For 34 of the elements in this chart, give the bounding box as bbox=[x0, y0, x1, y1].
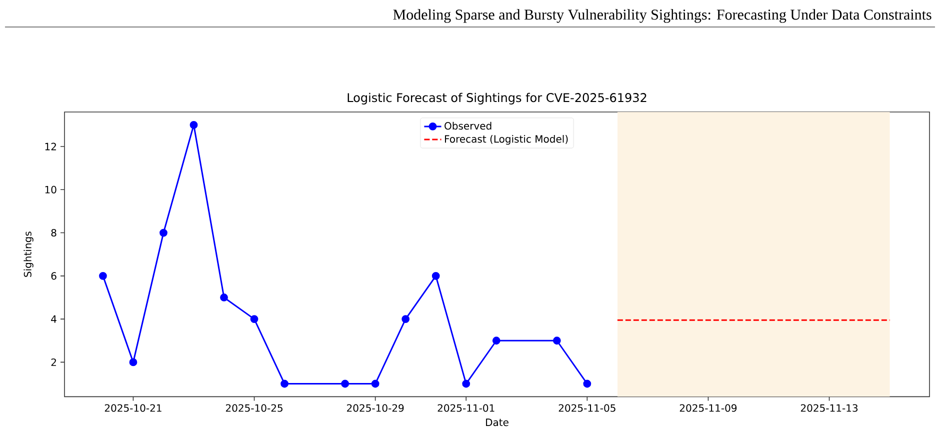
point bbox=[583, 380, 592, 388]
point bbox=[402, 315, 410, 324]
y-tick-label: 10 bbox=[45, 186, 56, 194]
chart-title: Logistic Forecast of Sightings for CVE-2025-61932 bbox=[348, 92, 646, 104]
legend-label: Forecast (Logistic Model) bbox=[445, 134, 568, 145]
point bbox=[280, 380, 288, 388]
point bbox=[371, 380, 380, 388]
point bbox=[99, 272, 107, 280]
point bbox=[432, 272, 440, 280]
x-tick-label: 2025-11-13 bbox=[800, 404, 858, 412]
x-tick-label: 2025-10-29 bbox=[347, 404, 404, 412]
x-tick-label: 2025-11-05 bbox=[558, 404, 616, 412]
point bbox=[190, 120, 198, 129]
x-tick-label: 2025-11-01 bbox=[438, 404, 494, 412]
point bbox=[129, 358, 138, 366]
point bbox=[462, 380, 470, 388]
x-tick-label: 2025-11-09 bbox=[680, 404, 737, 412]
y-axis-title: Sightings bbox=[24, 232, 34, 277]
text: Modeling Sparse and Bursty Vulnerability Sightings: Forecasting Under Data Constraints bbox=[393, 9, 932, 23]
y-tick-label: 4 bbox=[51, 315, 56, 323]
point bbox=[160, 228, 168, 237]
x-tick-label: 2025-10-25 bbox=[226, 404, 282, 412]
x-tick-label: 2025-10-21 bbox=[104, 404, 162, 412]
legend-label: Observed bbox=[444, 122, 492, 130]
y-tick-label: 8 bbox=[51, 228, 56, 237]
point bbox=[341, 380, 350, 388]
y-tick-label: 12 bbox=[45, 142, 56, 150]
y-tick-label: 6 bbox=[51, 272, 56, 280]
x-axis-title: Date bbox=[486, 418, 508, 426]
point bbox=[552, 336, 561, 345]
y-tick-label: 2 bbox=[51, 358, 56, 366]
point bbox=[492, 336, 500, 345]
point bbox=[250, 315, 258, 324]
point bbox=[220, 294, 228, 302]
